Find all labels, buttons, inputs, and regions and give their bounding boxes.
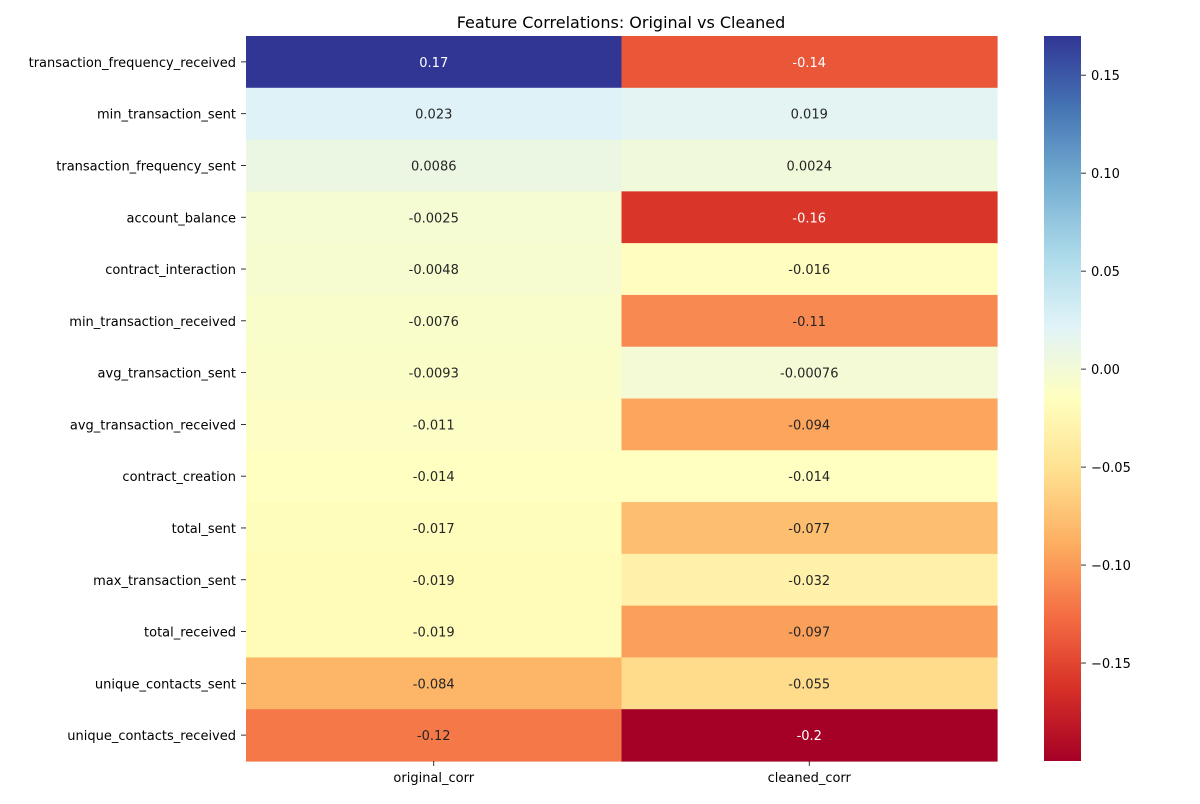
heatmap-cell bbox=[246, 346, 623, 400]
colorbar-tick-label: −0.10 bbox=[1091, 559, 1131, 574]
y-tick-label: contract_creation bbox=[122, 470, 236, 485]
heatmap-cell bbox=[246, 139, 623, 192]
heatmap-cell bbox=[621, 605, 998, 659]
cell-value-label: -0.0025 bbox=[409, 211, 459, 226]
colorbar-tick-label: 0.00 bbox=[1091, 363, 1120, 378]
colorbar-tick-label: −0.15 bbox=[1091, 657, 1131, 672]
chart-title: Feature Correlations: Original vs Cleane… bbox=[457, 13, 786, 32]
cell-value-label: -0.011 bbox=[413, 418, 455, 433]
cell-value-label: 0.0086 bbox=[411, 159, 457, 174]
cell-value-label: -0.084 bbox=[413, 677, 455, 692]
y-tick-label: transaction_frequency_received bbox=[29, 56, 236, 71]
heatmap-cell bbox=[246, 605, 623, 659]
heatmap-cell bbox=[621, 139, 998, 192]
y-tick-label: contract_interaction bbox=[105, 263, 236, 278]
heatmap-cell bbox=[621, 502, 998, 555]
heatmap-cell bbox=[246, 398, 623, 451]
heatmap-cell bbox=[246, 191, 623, 244]
cell-value-label: -0.019 bbox=[413, 574, 455, 589]
heatmap-cell bbox=[246, 36, 623, 89]
colorbar-tick-label: −0.05 bbox=[1091, 461, 1131, 476]
heatmap-cell bbox=[246, 243, 623, 296]
cell-value-label: -0.11 bbox=[792, 315, 826, 330]
colorbar-tick-label: 0.05 bbox=[1091, 265, 1120, 280]
cell-value-label: -0.2 bbox=[797, 729, 822, 744]
x-tick-label: cleaned_corr bbox=[768, 771, 852, 786]
cell-value-label: -0.016 bbox=[788, 263, 830, 278]
heatmap-cell bbox=[621, 553, 998, 607]
heatmap-cell bbox=[621, 346, 998, 400]
heatmap-cell bbox=[621, 657, 998, 710]
y-tick-label: avg_transaction_received bbox=[70, 418, 236, 433]
heatmap-cell bbox=[246, 502, 623, 555]
heatmap-cell bbox=[246, 657, 623, 710]
heatmap-cell bbox=[246, 294, 623, 348]
heatmap-cell bbox=[621, 36, 998, 89]
cell-value-label: -0.077 bbox=[788, 522, 830, 537]
cell-value-label: -0.014 bbox=[413, 470, 455, 485]
heatmap-cell bbox=[246, 709, 623, 762]
heatmap-cell bbox=[621, 191, 998, 244]
colorbar-tick-label: 0.10 bbox=[1091, 167, 1120, 182]
cell-value-label: 0.019 bbox=[791, 108, 828, 123]
colorbar-tick-label: 0.15 bbox=[1091, 69, 1120, 84]
cell-value-label: -0.16 bbox=[792, 211, 826, 226]
y-tick-label: transaction_frequency_sent bbox=[56, 159, 236, 174]
cell-value-label: 0.0024 bbox=[787, 159, 833, 174]
heatmap-cell bbox=[621, 294, 998, 348]
y-tick-label: min_transaction_sent bbox=[97, 108, 236, 123]
cell-value-label: -0.094 bbox=[788, 418, 830, 433]
heatmap-cell bbox=[621, 243, 998, 296]
y-tick-label: total_received bbox=[144, 626, 236, 641]
y-tick-label: account_balance bbox=[127, 211, 236, 226]
cell-value-label: -0.019 bbox=[413, 626, 455, 641]
cell-value-label: -0.097 bbox=[788, 626, 830, 641]
cell-value-label: -0.14 bbox=[792, 56, 826, 71]
heatmap-cell bbox=[246, 553, 623, 607]
cell-value-label: -0.055 bbox=[788, 677, 830, 692]
y-tick-label: total_sent bbox=[172, 522, 236, 537]
colorbar bbox=[1044, 36, 1081, 761]
x-tick-label: original_corr bbox=[393, 771, 474, 786]
cell-value-label: 0.023 bbox=[415, 108, 452, 123]
y-tick-label: unique_contacts_sent bbox=[95, 677, 236, 692]
heatmap-cell bbox=[246, 87, 623, 141]
cell-value-label: -0.014 bbox=[788, 470, 830, 485]
heatmap-cell bbox=[621, 450, 998, 503]
cell-value-label: -0.12 bbox=[417, 729, 451, 744]
heatmap-cell bbox=[621, 87, 998, 141]
heatmap-cell bbox=[621, 709, 998, 762]
cell-value-label: -0.0048 bbox=[409, 263, 459, 278]
cell-value-label: -0.017 bbox=[413, 522, 455, 537]
heatmap-cell bbox=[246, 450, 623, 503]
cell-value-label: -0.00076 bbox=[780, 367, 838, 382]
y-tick-label: unique_contacts_received bbox=[67, 729, 236, 744]
cell-value-label: 0.17 bbox=[419, 56, 448, 71]
cell-value-label: -0.0093 bbox=[409, 367, 459, 382]
cell-value-label: -0.0076 bbox=[409, 315, 459, 330]
y-tick-label: avg_transaction_sent bbox=[98, 367, 236, 382]
heatmap-cell bbox=[621, 398, 998, 451]
cell-value-label: -0.032 bbox=[788, 574, 830, 589]
y-tick-label: min_transaction_received bbox=[69, 315, 236, 330]
y-tick-label: max_transaction_sent bbox=[93, 574, 236, 589]
